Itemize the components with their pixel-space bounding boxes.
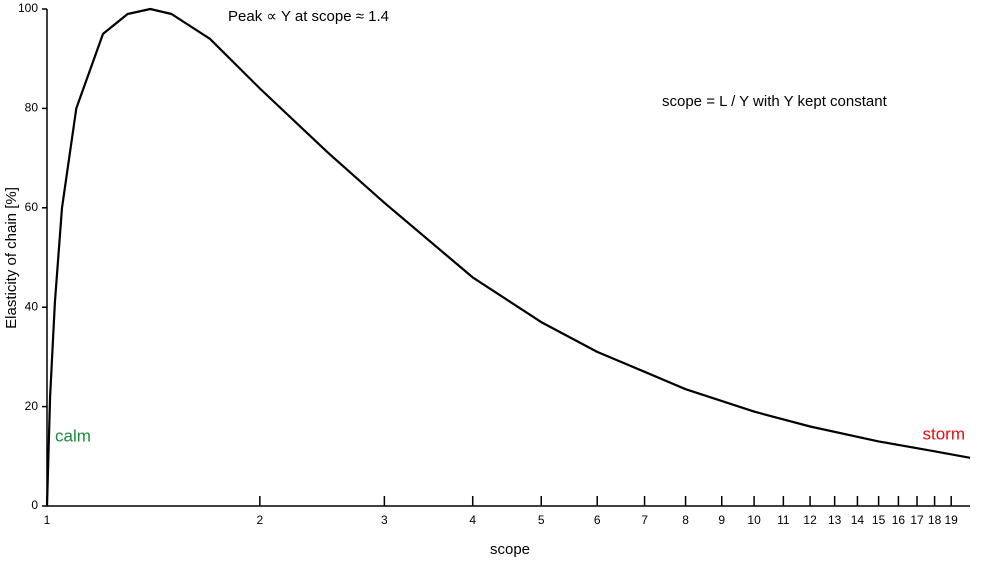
x-tick-label: 13 [828,513,842,527]
x-tick-label: 15 [872,513,886,527]
y-tick-label: 100 [18,1,38,15]
x-tick-label: 18 [928,513,942,527]
x-tick-label: 12 [803,513,817,527]
x-tick-label: 7 [641,513,648,527]
y-tick-label: 0 [31,498,38,512]
x-tick-label: 19 [945,513,959,527]
annotation: scope = L / Y with Y kept constant [662,93,888,110]
x-tick-label: 11 [777,513,790,527]
annotation: calm [55,426,91,445]
x-tick-label: 5 [538,513,545,527]
x-tick-label: 1 [44,513,51,527]
x-tick-label: 17 [910,513,924,527]
x-tick-label: 9 [718,513,725,527]
x-tick-label: 8 [682,513,689,527]
y-tick-label: 20 [25,399,39,413]
x-tick-label: 6 [594,513,601,527]
y-tick-label: 60 [25,200,39,214]
x-tick-label: 4 [469,513,476,527]
y-axis-label: Elasticity of chain [%] [3,187,20,329]
x-tick-label: 10 [747,513,761,527]
annotation: storm [923,424,966,443]
x-axis-label: scope [490,541,530,558]
y-tick-label: 80 [25,101,39,115]
annotation: Peak ∝ Y at scope ≈ 1.4 [228,8,389,25]
line-series [45,7,971,507]
x-tick-label: 14 [851,513,865,527]
x-tick-label: 2 [257,513,264,527]
x-tick-label: 3 [381,513,388,527]
y-tick-label: 40 [25,299,39,313]
x-tick-label: 16 [892,513,906,527]
